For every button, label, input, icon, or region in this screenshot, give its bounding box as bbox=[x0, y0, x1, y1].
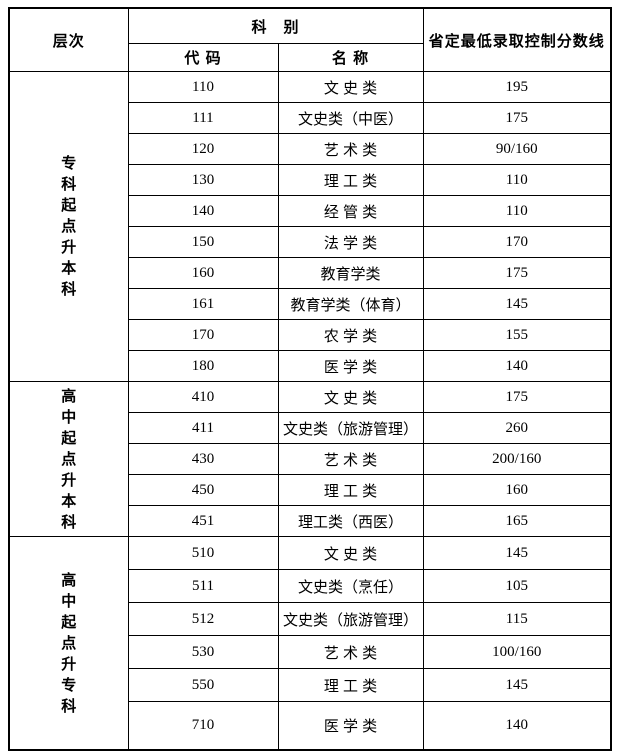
section-label: 高中起点升本科 bbox=[61, 387, 77, 531]
header-cell-code: 代 码 bbox=[127, 43, 279, 72]
table-row: 512 文史类（旅游管理） 115 bbox=[9, 602, 612, 636]
table-row: 111 文史类（中医） 175 bbox=[9, 102, 612, 134]
table-row: 专科起点升本科 110 文 史 类 195 bbox=[8, 71, 612, 382]
score-cell: 175 bbox=[422, 102, 612, 134]
table-row: 411 文史类（旅游管理） 260 bbox=[9, 412, 612, 444]
score-cell: 110 bbox=[422, 164, 612, 196]
score-cell: 160 bbox=[422, 474, 612, 506]
score-cell: 200/160 bbox=[422, 443, 612, 475]
code-cell: 120 bbox=[127, 133, 279, 165]
section-label-cell: 专科起点升本科 bbox=[8, 71, 129, 382]
name-cell: 法 学 类 bbox=[277, 226, 424, 258]
score-cell: 110 bbox=[422, 195, 612, 227]
score-cell: 165 bbox=[422, 505, 612, 537]
code-cell: 180 bbox=[127, 350, 279, 382]
table-row: 高中起点升专科 510 文 史 类 145 bbox=[8, 536, 612, 751]
name-cell: 文史类（旅游管理） bbox=[277, 412, 424, 444]
name-cell: 教育学类 bbox=[277, 257, 424, 289]
code-cell: 510 bbox=[127, 536, 279, 570]
section-label-cell: 高中起点升专科 bbox=[8, 536, 129, 751]
name-cell: 理 工 类 bbox=[277, 474, 424, 506]
name-cell: 文史类（烹任） bbox=[277, 569, 424, 603]
name-cell: 文 史 类 bbox=[277, 381, 424, 413]
code-cell: 150 bbox=[127, 226, 279, 258]
code-cell: 130 bbox=[127, 164, 279, 196]
section-label: 专科起点升本科 bbox=[61, 155, 77, 298]
score-cell: 195 bbox=[422, 71, 612, 103]
name-cell: 理 工 类 bbox=[277, 164, 424, 196]
code-cell: 512 bbox=[127, 602, 279, 636]
table-row: 161 教育学类（体育） 145 bbox=[9, 288, 612, 320]
name-cell: 艺 术 类 bbox=[277, 443, 424, 475]
score-cell: 155 bbox=[422, 319, 612, 351]
header-cell-subject: 科 别 bbox=[127, 7, 424, 44]
name-cell: 理 工 类 bbox=[277, 668, 424, 702]
name-cell: 文史类（中医） bbox=[277, 102, 424, 134]
header-row-1: 层次 科 别 省定最低录取控制分数线 bbox=[8, 7, 612, 72]
score-line-table: 层次 科 别 省定最低录取控制分数线 代 码 名 称 专科起点升本科 110 文… bbox=[8, 7, 613, 751]
code-cell: 430 bbox=[127, 443, 279, 475]
name-cell: 医 学 类 bbox=[277, 350, 424, 382]
table-row: 140 经 管 类 110 bbox=[9, 195, 612, 227]
header-cell-level: 层次 bbox=[8, 7, 129, 72]
table-row: 511 文史类（烹任） 105 bbox=[9, 569, 612, 603]
code-cell: 410 bbox=[127, 381, 279, 413]
score-cell: 175 bbox=[422, 257, 612, 289]
code-cell: 710 bbox=[127, 701, 279, 751]
table-row: 130 理 工 类 110 bbox=[9, 164, 612, 196]
code-cell: 530 bbox=[127, 635, 279, 669]
section-label: 高中起点升专科 bbox=[61, 571, 77, 715]
table-row: 120 艺 术 类 90/160 bbox=[9, 133, 612, 165]
score-cell: 140 bbox=[422, 350, 612, 382]
section-label-cell: 高中起点升本科 bbox=[8, 381, 129, 537]
score-cell: 100/160 bbox=[422, 635, 612, 669]
table-row: 710 医 学 类 140 bbox=[9, 701, 612, 751]
header-cell-scoreline: 省定最低录取控制分数线 bbox=[422, 7, 612, 72]
code-cell: 550 bbox=[127, 668, 279, 702]
code-cell: 511 bbox=[127, 569, 279, 603]
code-cell: 111 bbox=[127, 102, 279, 134]
table-row: 160 教育学类 175 bbox=[9, 257, 612, 289]
code-cell: 450 bbox=[127, 474, 279, 506]
code-cell: 170 bbox=[127, 319, 279, 351]
table-row: 180 医 学 类 140 bbox=[9, 350, 612, 382]
name-cell: 医 学 类 bbox=[277, 701, 424, 751]
table-row: 150 法 学 类 170 bbox=[9, 226, 612, 258]
code-cell: 160 bbox=[127, 257, 279, 289]
header-cell-name: 名 称 bbox=[277, 43, 424, 72]
code-cell: 451 bbox=[127, 505, 279, 537]
name-cell: 文 史 类 bbox=[277, 536, 424, 570]
score-cell: 145 bbox=[422, 536, 612, 570]
score-cell: 140 bbox=[422, 701, 612, 751]
score-cell: 260 bbox=[422, 412, 612, 444]
code-cell: 161 bbox=[127, 288, 279, 320]
score-cell: 90/160 bbox=[422, 133, 612, 165]
name-cell: 农 学 类 bbox=[277, 319, 424, 351]
score-cell: 115 bbox=[422, 602, 612, 636]
code-cell: 411 bbox=[127, 412, 279, 444]
code-cell: 110 bbox=[127, 71, 279, 103]
name-cell: 教育学类（体育） bbox=[277, 288, 424, 320]
table-row: 高中起点升本科 410 文 史 类 175 bbox=[8, 381, 612, 537]
code-cell: 140 bbox=[127, 195, 279, 227]
table-row: 550 理 工 类 145 bbox=[9, 668, 612, 702]
name-cell: 艺 术 类 bbox=[277, 133, 424, 165]
score-cell: 145 bbox=[422, 668, 612, 702]
name-cell: 文 史 类 bbox=[277, 71, 424, 103]
score-cell: 175 bbox=[422, 381, 612, 413]
score-cell: 145 bbox=[422, 288, 612, 320]
name-cell: 理工类（西医） bbox=[277, 505, 424, 537]
score-cell: 105 bbox=[422, 569, 612, 603]
header-row-2: 代 码 名 称 bbox=[9, 43, 611, 72]
score-cell: 170 bbox=[422, 226, 612, 258]
name-cell: 经 管 类 bbox=[277, 195, 424, 227]
table-row: 170 农 学 类 155 bbox=[9, 319, 612, 351]
name-cell: 文史类（旅游管理） bbox=[277, 602, 424, 636]
name-cell: 艺 术 类 bbox=[277, 635, 424, 669]
